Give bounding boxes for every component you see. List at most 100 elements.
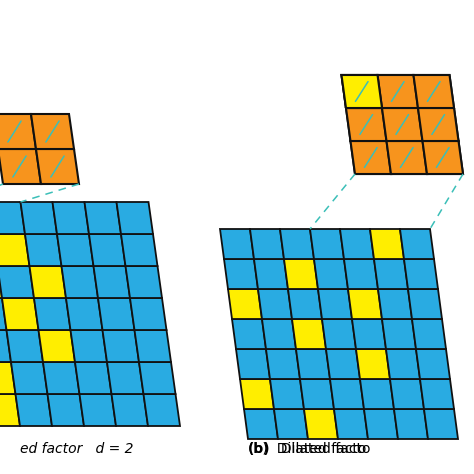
Polygon shape [38, 330, 75, 362]
Polygon shape [284, 259, 318, 289]
Polygon shape [126, 266, 162, 298]
Polygon shape [0, 234, 29, 266]
Polygon shape [7, 330, 43, 362]
Polygon shape [80, 394, 116, 426]
Polygon shape [422, 141, 463, 174]
Polygon shape [352, 319, 386, 349]
Polygon shape [0, 149, 41, 184]
Polygon shape [266, 349, 300, 379]
Polygon shape [240, 379, 274, 409]
Polygon shape [250, 229, 284, 259]
Polygon shape [102, 330, 139, 362]
Polygon shape [107, 362, 144, 394]
Polygon shape [144, 394, 180, 426]
Text: Dilated facto: Dilated facto [268, 442, 366, 456]
Polygon shape [341, 75, 382, 108]
Polygon shape [390, 379, 424, 409]
Polygon shape [66, 298, 102, 330]
Polygon shape [350, 141, 391, 174]
Polygon shape [62, 266, 98, 298]
Polygon shape [53, 202, 89, 234]
Polygon shape [418, 108, 458, 141]
Polygon shape [304, 409, 338, 439]
Polygon shape [420, 379, 454, 409]
Polygon shape [377, 75, 418, 108]
Polygon shape [382, 108, 422, 141]
Polygon shape [341, 75, 382, 108]
Text: ed factor   d = 2: ed factor d = 2 [20, 442, 134, 456]
Polygon shape [236, 349, 270, 379]
Polygon shape [0, 330, 11, 362]
Polygon shape [258, 289, 292, 319]
Polygon shape [0, 266, 34, 298]
Polygon shape [0, 114, 36, 149]
Polygon shape [244, 409, 278, 439]
Polygon shape [370, 229, 404, 259]
Polygon shape [47, 394, 84, 426]
Polygon shape [20, 202, 57, 234]
Polygon shape [36, 149, 79, 184]
Polygon shape [340, 229, 374, 259]
Polygon shape [386, 349, 420, 379]
Polygon shape [408, 289, 442, 319]
Polygon shape [418, 108, 458, 141]
Polygon shape [422, 141, 463, 174]
Polygon shape [322, 319, 356, 349]
Polygon shape [71, 330, 107, 362]
Polygon shape [386, 141, 427, 174]
Polygon shape [34, 298, 71, 330]
Polygon shape [2, 298, 38, 330]
Polygon shape [0, 202, 25, 234]
Polygon shape [25, 234, 62, 266]
Polygon shape [139, 362, 175, 394]
Polygon shape [262, 319, 296, 349]
Polygon shape [382, 108, 422, 141]
Polygon shape [0, 394, 20, 426]
Polygon shape [348, 289, 382, 319]
Polygon shape [350, 141, 391, 174]
Polygon shape [318, 289, 352, 319]
Polygon shape [416, 349, 450, 379]
Polygon shape [400, 229, 434, 259]
Polygon shape [356, 349, 390, 379]
Polygon shape [84, 202, 121, 234]
Polygon shape [386, 141, 427, 174]
Polygon shape [0, 362, 16, 394]
Polygon shape [288, 289, 322, 319]
Polygon shape [0, 266, 2, 298]
Text: (b): (b) [248, 442, 271, 456]
Polygon shape [346, 108, 386, 141]
Polygon shape [296, 349, 330, 379]
Polygon shape [310, 229, 344, 259]
Polygon shape [413, 75, 454, 108]
Polygon shape [75, 362, 111, 394]
Polygon shape [98, 298, 135, 330]
Polygon shape [135, 330, 171, 362]
Polygon shape [424, 409, 458, 439]
Polygon shape [330, 379, 364, 409]
Polygon shape [121, 234, 157, 266]
Polygon shape [224, 259, 258, 289]
Polygon shape [341, 75, 382, 108]
Polygon shape [300, 379, 334, 409]
Polygon shape [130, 298, 166, 330]
Polygon shape [346, 108, 386, 141]
Polygon shape [11, 362, 47, 394]
Polygon shape [0, 298, 7, 330]
Polygon shape [404, 259, 438, 289]
Polygon shape [270, 379, 304, 409]
Polygon shape [57, 234, 93, 266]
Polygon shape [280, 229, 314, 259]
Polygon shape [374, 259, 408, 289]
Polygon shape [360, 379, 394, 409]
Polygon shape [413, 75, 454, 108]
Polygon shape [364, 409, 398, 439]
Polygon shape [344, 259, 378, 289]
Polygon shape [29, 266, 66, 298]
Polygon shape [93, 266, 130, 298]
Polygon shape [326, 349, 360, 379]
Polygon shape [378, 289, 412, 319]
Polygon shape [117, 202, 153, 234]
Polygon shape [274, 409, 308, 439]
Polygon shape [314, 259, 348, 289]
